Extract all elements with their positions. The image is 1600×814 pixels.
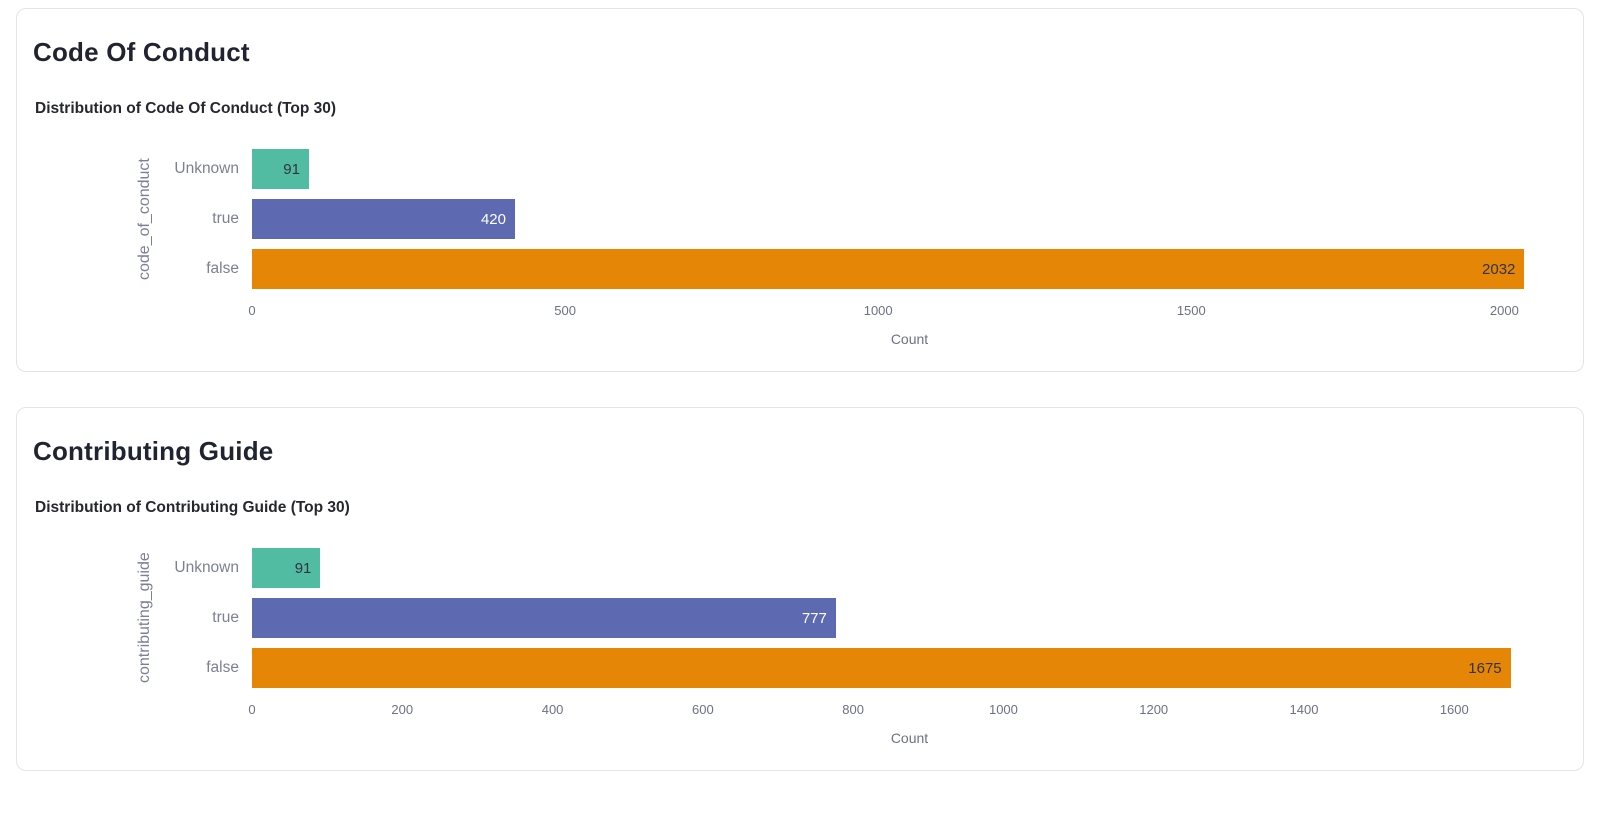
x-tick-label: 200 xyxy=(391,702,414,717)
x-tick-label: 0 xyxy=(248,702,256,717)
chart-title: Distribution of Code Of Conduct (Top 30) xyxy=(35,100,337,117)
bar-row: false 1675 xyxy=(33,643,1567,693)
bar-track: 1675 xyxy=(252,648,1567,688)
chart-title: Distribution of Contributing Guide (Top … xyxy=(35,499,350,516)
bar-true[interactable]: 420 xyxy=(252,199,515,239)
x-tick-label: 1600 xyxy=(1439,702,1469,717)
bar-track: 91 xyxy=(252,548,1567,588)
bar-row: true 777 xyxy=(33,593,1567,643)
bar-value-label: 420 xyxy=(480,210,506,228)
category-label-false: false xyxy=(206,260,239,277)
bar-value-label: 91 xyxy=(294,559,312,577)
bar-unknown[interactable]: 91 xyxy=(252,548,321,588)
x-axis-title: Count xyxy=(890,730,929,746)
category-label-unknown: Unknown xyxy=(174,559,239,576)
bar-track: 420 xyxy=(252,199,1567,239)
x-tick-label: 600 xyxy=(691,702,714,717)
x-axis-ticks: 0 500 1000 1500 2000 xyxy=(248,303,1567,321)
x-tick-label: 400 xyxy=(541,702,564,717)
bar-value-label: 2032 xyxy=(1482,260,1516,278)
y-axis-title: contributing_guide xyxy=(136,552,153,684)
bar-value-label: 1675 xyxy=(1468,659,1502,677)
x-axis-title: Count xyxy=(890,331,929,347)
bar-track: 91 xyxy=(252,149,1567,189)
category-label-true: true xyxy=(212,609,239,626)
bar-row: false 2032 xyxy=(33,244,1567,294)
bar-value-label: 91 xyxy=(283,160,300,178)
category-label-true: true xyxy=(212,210,239,227)
bar-row: Unknown 91 xyxy=(33,144,1567,194)
x-tick-label: 2000 xyxy=(1489,303,1519,318)
x-tick-label: 500 xyxy=(554,303,576,318)
panel-title: Code Of Conduct xyxy=(33,37,250,67)
bar-false[interactable]: 1675 xyxy=(252,648,1511,688)
y-axis-title: code_of_conduct xyxy=(136,158,153,280)
bar-false[interactable]: 2032 xyxy=(252,249,1525,289)
code-of-conduct-bar-chart: code_of_conduct Unknown 91 true 420 false 203… xyxy=(33,144,1567,347)
x-tick-label: 0 xyxy=(248,303,256,318)
x-tick-label: 1500 xyxy=(1176,303,1206,318)
contributing-guide-bar-chart: contributing_guide Unknown 91 true 777 false… xyxy=(33,543,1567,746)
panel-code-of-conduct: Code Of Conduct Distribution of Code Of … xyxy=(16,8,1584,372)
bar-value-label: 777 xyxy=(801,609,827,627)
x-tick-label: 1000 xyxy=(988,702,1018,717)
bar-track: 777 xyxy=(252,598,1567,638)
bar-rows: Unknown 91 true 420 false 2032 xyxy=(33,144,1567,294)
bar-true[interactable]: 777 xyxy=(252,598,836,638)
x-tick-label: 1000 xyxy=(863,303,893,318)
bar-row: true 420 xyxy=(33,194,1567,244)
category-label-false: false xyxy=(206,659,239,676)
category-label-unknown: Unknown xyxy=(174,160,239,177)
x-tick-label: 1400 xyxy=(1289,702,1319,717)
panel-contributing-guide: Contributing Guide Distribution of Contr… xyxy=(16,407,1584,771)
x-tick-label: 800 xyxy=(842,702,864,717)
bar-unknown[interactable]: 91 xyxy=(252,149,309,189)
bar-track: 2032 xyxy=(252,249,1567,289)
bar-rows: Unknown 91 true 777 false 1675 xyxy=(33,543,1567,693)
bar-row: Unknown 91 xyxy=(33,543,1567,593)
panel-title: Contributing Guide xyxy=(33,436,274,466)
x-axis-ticks: 0 200 400 600 800 1000 1200 1400 1600 xyxy=(248,702,1567,720)
x-tick-label: 1200 xyxy=(1139,702,1169,717)
